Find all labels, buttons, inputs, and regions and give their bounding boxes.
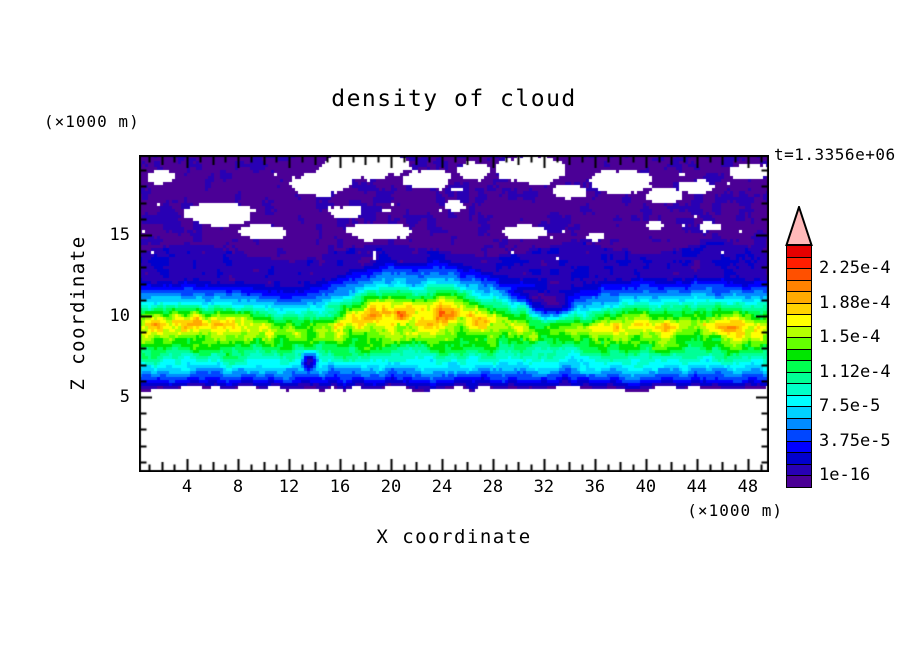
x-axis-unit: (×1000 m) (687, 501, 783, 520)
y-tick-label: 5 (119, 387, 130, 407)
colorbar-tick-label: 1e-16 (819, 465, 871, 485)
time-annotation: t=1.3356e+06 (774, 145, 896, 164)
colorbar-overflow-arrow-icon (785, 206, 813, 246)
y-axis-title: Z coordinate (67, 235, 89, 391)
colorbar-cell (786, 475, 812, 488)
x-tick-label: 4 (181, 477, 193, 497)
y-tick-label: 10 (109, 306, 130, 326)
x-tick-label: 40 (635, 477, 657, 497)
x-tick-label: 12 (278, 477, 300, 497)
x-tick-label: 24 (431, 477, 453, 497)
heatmap-plot-area (139, 155, 769, 472)
chart-title: density of cloud (331, 86, 577, 112)
colorbar-tick-label: 3.75e-5 (819, 430, 891, 451)
colorbar-tick-label: 2.25e-4 (819, 258, 891, 278)
colorbar-tick-label: 7.5e-5 (819, 396, 881, 416)
colorbar: 2.25e-4 1.88e-4 1.5e-4 1.12e-4 7.5e-5 3.75e-5… (785, 206, 904, 506)
colorbar-tick-label: 1.88e-4 (819, 292, 891, 313)
x-tick-label: 36 (584, 477, 606, 497)
x-tick-label: 32 (533, 477, 555, 497)
x-tick-label: 28 (482, 477, 504, 497)
x-tick-label: 48 (737, 477, 759, 497)
x-axis-title: X coordinate (376, 526, 532, 548)
x-tick-label: 16 (329, 477, 351, 497)
y-axis-unit: (×1000 m) (44, 112, 140, 131)
colorbar-tick-label: 1.12e-4 (819, 361, 891, 382)
colorbar-tick-label: 1.5e-4 (819, 327, 881, 347)
x-tick-label: 20 (380, 477, 402, 497)
x-tick-label: 44 (686, 477, 708, 497)
x-tick-label: 8 (232, 477, 244, 497)
y-tick-label: 15 (109, 225, 130, 246)
